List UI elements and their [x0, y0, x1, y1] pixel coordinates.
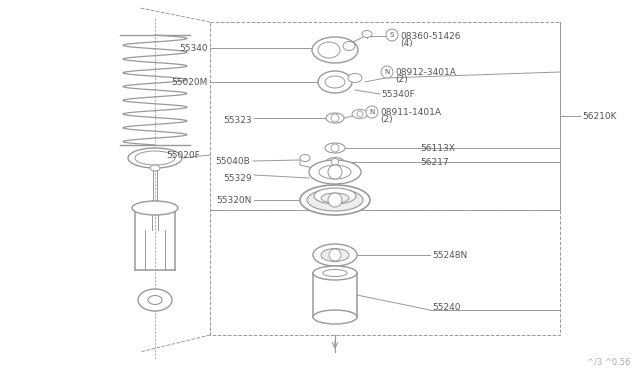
Text: ^/3 ^0.56: ^/3 ^0.56: [587, 357, 630, 366]
Circle shape: [331, 114, 339, 122]
Ellipse shape: [325, 143, 345, 153]
Ellipse shape: [138, 289, 172, 311]
Ellipse shape: [300, 154, 310, 161]
Text: 56113X: 56113X: [420, 144, 455, 153]
Ellipse shape: [348, 74, 362, 83]
Ellipse shape: [321, 248, 349, 262]
Text: 56217: 56217: [420, 157, 449, 167]
Ellipse shape: [148, 295, 162, 305]
Text: (2): (2): [380, 115, 392, 124]
Text: 08911-1401A: 08911-1401A: [380, 108, 441, 116]
Circle shape: [381, 66, 393, 78]
Text: 55248N: 55248N: [432, 250, 467, 260]
Ellipse shape: [309, 160, 361, 184]
Ellipse shape: [307, 189, 363, 211]
Circle shape: [329, 249, 341, 261]
Text: (4): (4): [400, 38, 413, 48]
Ellipse shape: [314, 188, 356, 204]
Circle shape: [332, 158, 339, 166]
Circle shape: [331, 144, 339, 152]
Ellipse shape: [321, 193, 349, 203]
Text: 56210K: 56210K: [582, 112, 616, 121]
Text: 55320N: 55320N: [216, 196, 252, 205]
Circle shape: [328, 193, 342, 207]
Ellipse shape: [326, 113, 344, 123]
Text: 55240: 55240: [432, 304, 461, 312]
Text: 55323: 55323: [223, 115, 252, 125]
Text: 55020F: 55020F: [166, 151, 200, 160]
Ellipse shape: [318, 71, 352, 93]
Ellipse shape: [313, 310, 357, 324]
Ellipse shape: [312, 37, 358, 63]
Text: (2): (2): [395, 74, 408, 83]
Ellipse shape: [135, 151, 175, 165]
Ellipse shape: [132, 201, 178, 215]
Ellipse shape: [325, 76, 345, 88]
Ellipse shape: [128, 148, 182, 168]
Text: 55340: 55340: [179, 44, 208, 52]
Circle shape: [357, 111, 363, 117]
Ellipse shape: [326, 157, 344, 167]
Text: N: N: [369, 109, 374, 115]
Ellipse shape: [313, 266, 357, 280]
Text: 08360-51426: 08360-51426: [400, 32, 461, 41]
Ellipse shape: [150, 165, 160, 171]
Text: 55040B: 55040B: [215, 157, 250, 166]
Circle shape: [366, 106, 378, 118]
Text: 55329: 55329: [223, 173, 252, 183]
Ellipse shape: [323, 269, 347, 276]
Circle shape: [386, 29, 398, 41]
Ellipse shape: [300, 185, 370, 215]
Ellipse shape: [362, 31, 372, 38]
Text: S: S: [390, 32, 394, 38]
Circle shape: [328, 165, 342, 179]
Ellipse shape: [343, 42, 355, 51]
Ellipse shape: [318, 42, 340, 58]
Ellipse shape: [319, 165, 351, 179]
Text: 55340F: 55340F: [381, 90, 415, 99]
Ellipse shape: [352, 109, 368, 119]
Text: 08912-3401A: 08912-3401A: [395, 67, 456, 77]
Text: 55020M: 55020M: [172, 77, 208, 87]
Text: N: N: [385, 69, 390, 75]
Ellipse shape: [313, 244, 357, 266]
